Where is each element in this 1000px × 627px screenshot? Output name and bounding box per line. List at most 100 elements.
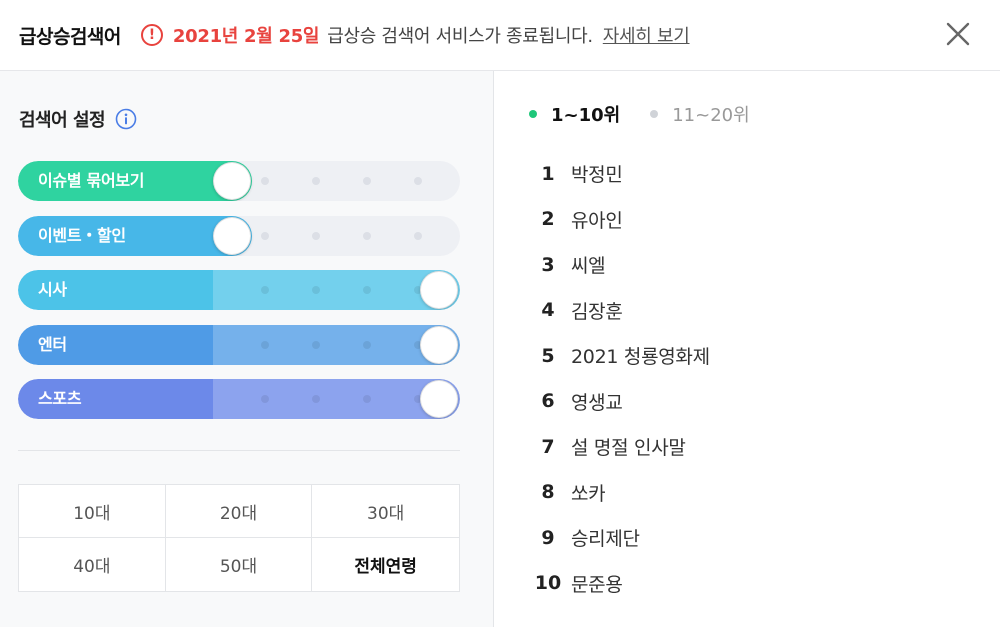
ranking-item[interactable]: 10 문준용 <box>525 561 710 607</box>
slider-fill <box>18 379 460 419</box>
slider-step-dot <box>414 177 422 185</box>
age-option-10s[interactable]: 10대 <box>19 485 166 538</box>
slider-step-dot <box>414 286 422 294</box>
close-button[interactable] <box>938 14 978 54</box>
rank-number: 4 <box>541 299 555 322</box>
age-filter-grid: 10대 20대 30대 40대 50대 전체연령 <box>18 484 460 592</box>
age-option-20s[interactable]: 20대 <box>165 485 313 538</box>
slider-step-dot <box>261 341 269 349</box>
notice-text: 급상승 검색어 서비스가 종료됩니다. <box>327 26 593 47</box>
slider-step-dot <box>363 395 371 403</box>
ranking-item[interactable]: 5 2021 청룡영화제 <box>525 333 710 379</box>
slider-sports[interactable]: 스포츠 <box>18 379 460 419</box>
age-option-all[interactable]: 전체연령 <box>354 557 417 577</box>
slider-knob[interactable] <box>420 326 458 364</box>
rank-number: 7 <box>541 435 555 458</box>
settings-title: 검색어 설정 <box>19 110 106 131</box>
rank-keyword: 박정민 <box>571 164 623 187</box>
exclamation-icon: ! <box>140 24 163 46</box>
age-option-40s[interactable]: 40대 <box>19 538 166 591</box>
tab-bullet <box>650 110 659 118</box>
settings-divider <box>18 450 460 451</box>
slider-step-dot <box>414 232 422 240</box>
age-option-30s[interactable]: 30대 <box>312 485 459 538</box>
slider-step-dot <box>312 177 320 185</box>
service-notice: ! 2021년 2월 25일 급상승 검색어 서비스가 종료됩니다. 자세히 보… <box>140 22 690 48</box>
slider-step-dot <box>312 286 320 294</box>
slider-knob[interactable] <box>420 271 458 309</box>
slider-label: 스포츠 <box>38 389 82 408</box>
age-option-50s[interactable]: 50대 <box>166 538 313 591</box>
slider-track-light <box>213 379 460 419</box>
rank-number: 3 <box>541 253 555 276</box>
tab-label: 11~20위 <box>672 105 750 126</box>
settings-heading: 검색어 설정 <box>19 106 137 132</box>
header-bar: 급상승검색어 ! 2021년 2월 25일 급상승 검색어 서비스가 종료됩니다… <box>0 0 1000 71</box>
page-title: 급상승검색어 <box>19 25 121 48</box>
slider-step-dot <box>363 341 371 349</box>
rank-keyword: 유아인 <box>571 209 623 232</box>
slider-step-dot <box>312 341 320 349</box>
rank-keyword: 김장훈 <box>571 300 623 323</box>
slider-track-light <box>213 270 460 310</box>
tab-bullet <box>529 110 537 118</box>
slider-step-dot <box>414 395 422 403</box>
slider-step-dot <box>312 395 320 403</box>
slider-knob[interactable] <box>420 380 458 418</box>
slider-step-dot <box>363 286 371 294</box>
slider-event-sale[interactable]: 이벤트・할인 <box>18 216 460 256</box>
slider-fill <box>18 325 460 365</box>
rank-number: 2 <box>541 208 555 231</box>
ranking-item[interactable]: 4 김장훈 <box>525 288 710 334</box>
slider-issue-grouping[interactable]: 이슈별 묶어보기 <box>18 161 460 201</box>
slider-knob[interactable] <box>213 162 251 200</box>
rank-number: 10 <box>534 572 562 595</box>
ranking-item[interactable]: 1 박정민 <box>525 151 710 197</box>
ranking-item[interactable]: 6 영생교 <box>525 379 710 425</box>
slider-label: 이벤트・할인 <box>38 226 126 245</box>
rank-keyword: 쏘카 <box>571 482 606 505</box>
ranking-item[interactable]: 2 유아인 <box>525 197 710 243</box>
ranking-item[interactable]: 9 승리제단 <box>525 515 710 561</box>
slider-step-dot <box>312 232 320 240</box>
close-icon <box>946 22 970 46</box>
tab-rank-1-10[interactable]: 1~10위 <box>529 101 620 127</box>
rank-keyword: 문준용 <box>571 573 623 596</box>
slider-step-dot <box>363 177 371 185</box>
notice-details-link[interactable]: 자세히 보기 <box>602 26 690 47</box>
ranking-item[interactable]: 3 씨엘 <box>525 242 710 288</box>
slider-current-affairs[interactable]: 시사 <box>18 270 460 310</box>
slider-knob[interactable] <box>213 217 251 255</box>
ranking-panel: 1~10위 11~20위 1 박정민 2 유아인 3 씨엘 4 김장훈 5 2021 청룡영화제 6… <box>495 71 1000 627</box>
rank-number: 1 <box>541 162 555 185</box>
ranking-list: 1 박정민 2 유아인 3 씨엘 4 김장훈 5 2021 청룡영화제 6 영생교 7 설 명절 인사말 8… <box>525 151 710 606</box>
rank-keyword: 2021 청룡영화제 <box>571 346 710 369</box>
ranking-item[interactable]: 8 쏘카 <box>525 470 710 516</box>
ranking-tabs: 1~10위 11~20위 <box>529 101 780 127</box>
rank-keyword: 영생교 <box>571 391 623 414</box>
notice-date: 2021년 2월 25일 <box>172 26 320 47</box>
slider-step-dot <box>261 232 269 240</box>
rank-number: 5 <box>541 344 555 367</box>
tab-rank-11-20[interactable]: 11~20위 <box>650 101 750 127</box>
rank-number: 6 <box>541 390 555 413</box>
rank-keyword: 씨엘 <box>571 255 606 278</box>
slider-step-dot <box>414 341 422 349</box>
slider-step-dot <box>261 177 269 185</box>
tab-label: 1~10위 <box>551 105 621 126</box>
ranking-item[interactable]: 7 설 명절 인사말 <box>525 424 710 470</box>
slider-label: 시사 <box>38 280 67 299</box>
rank-keyword: 승리제단 <box>571 528 640 551</box>
slider-entertainment[interactable]: 엔터 <box>18 325 460 365</box>
slider-label: 엔터 <box>38 335 67 354</box>
slider-track-light <box>213 325 460 365</box>
slider-label: 이슈별 묶어보기 <box>38 171 145 190</box>
slider-fill <box>18 270 460 310</box>
slider-step-dot <box>363 232 371 240</box>
slider-step-dot <box>261 395 269 403</box>
rank-number: 8 <box>541 481 555 504</box>
info-icon[interactable] <box>115 108 137 130</box>
slider-step-dot <box>261 286 269 294</box>
rank-number: 9 <box>541 526 555 549</box>
